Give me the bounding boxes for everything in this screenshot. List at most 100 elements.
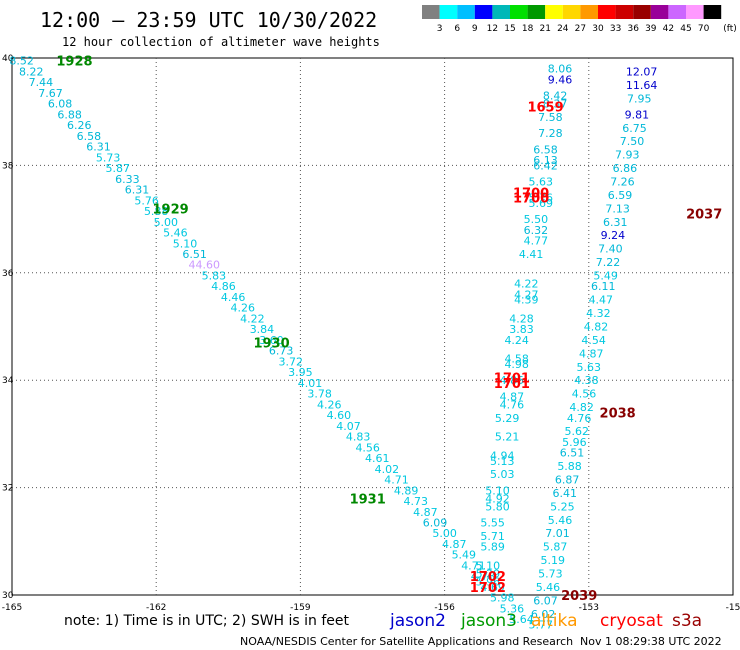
colorbar-swatch [703,5,722,19]
colorbar-label: 30 [592,24,604,34]
wave-height-value: 7.40 [598,243,623,256]
colorbar-swatch [492,5,510,19]
wave-height-value: 9.46 [548,73,573,86]
colorbar-swatch [668,5,686,19]
colorbar-label: 27 [575,24,586,34]
x-tick-label: -165 [2,603,22,613]
wave-height-value: 5.25 [550,500,575,513]
wave-height-value: 6.33 [115,173,140,186]
wave-height-value: 4.32 [586,307,611,320]
time-label: 1700 [513,186,549,201]
wave-height-value: 6.02 [531,608,556,621]
wave-height-value: 5.50 [524,213,549,226]
colorbar-swatch [439,5,458,19]
wave-height-value: 4.76 [500,398,525,411]
colorbar-swatch [686,5,704,19]
wave-height-value: 6.26 [67,119,92,132]
colorbar-label: 21 [539,24,550,34]
footnote: note: 1) Time is in UTC; 2) SWH is in fe… [64,613,350,629]
wave-height-value: 7.95 [627,92,652,105]
wave-height-value: 4.92 [485,492,510,505]
wave-height-value: 5.46 [163,227,188,240]
grid-lines [12,58,733,595]
wave-height-value: 7.44 [29,76,54,89]
legend-altika: altika [531,611,578,631]
wave-height-value: 5.76 [134,194,159,207]
wave-height-value: 5.87 [105,162,130,175]
y-tick-label: 30 [2,591,14,601]
time-label: 1701 [494,377,530,392]
colorbar-label: 3 [437,24,443,34]
wave-height-value: 12.07 [626,65,658,78]
wave-height-value: 6.75 [622,122,647,135]
wave-height-value: 5.00 [154,216,179,229]
legend-cryosat: cryosat [600,611,663,631]
wave-height-value: 8.06 [548,63,573,76]
colorbar-unit: (ft) [723,24,737,34]
wave-height-value: 5.29 [476,568,501,581]
wave-height-value: 4.98 [504,358,529,371]
time-label: 1659 [527,100,563,115]
y-tick-label: 36 [2,269,14,279]
colorbar-swatch [457,5,475,19]
wave-height-value: 8.52 [9,55,34,68]
wave-height-value: 4.77 [524,235,549,248]
wave-height-value: 7.01 [545,527,570,540]
colorbar-label: 70 [698,24,710,34]
colorbar-label: 33 [610,24,621,34]
wave-height-value: 7.22 [596,256,621,269]
legend: jason2 jason3 altika cryosat s3a [389,611,702,631]
time-label: 1701 [494,372,530,387]
y-tick-label: 32 [2,484,13,494]
wave-height-value: 4.76 [567,412,592,425]
colorbar-label: 39 [645,24,657,34]
wave-height-value: 4.22 [514,278,539,291]
wave-height-value: 4.61 [365,452,390,465]
wave-height-value: 6.58 [77,130,102,143]
wave-height-value: 4.86 [211,280,236,293]
x-tick-label: -153 [579,603,599,613]
x-tick-label: -15 [726,603,740,613]
wave-height-value: 4.82 [584,321,609,334]
wave-height-value: 6.07 [533,594,558,607]
wave-height-value: 5.46 [548,514,573,527]
wave-height-value: 6.42 [533,159,558,172]
wave-height-value: 5.62 [565,425,590,438]
wave-height-value: 5.69 [528,197,553,210]
data-points: 8.528.227.447.676.086.886.266.586.315.73… [9,55,657,632]
time-label: 1702 [470,581,506,596]
colorbar-label: 42 [663,24,674,34]
wave-height-value: 7.58 [538,111,563,124]
wave-height-value: 5.13 [490,455,515,468]
wave-height-value: 4.56 [572,388,597,401]
wave-height-value: 7.26 [610,176,635,189]
wave-height-value: 4.83 [346,431,371,444]
wave-height-value: 5.49 [452,549,477,562]
colorbar-swatch [545,5,563,19]
wave-height-value: 5.77 [528,619,553,632]
wave-height-value: 4.71 [461,559,486,572]
wave-height-value: 6.88 [57,108,82,121]
wave-height-value: 5.29 [495,412,520,425]
wave-height-value: 4.85 [500,374,525,387]
wave-height-value: 4.28 [509,312,534,325]
wave-height-value: 6.31 [603,216,628,229]
wave-height-value: 5.10 [173,237,198,250]
wave-height-value: 9.24 [601,229,626,242]
wave-height-value: 4.82 [569,401,594,414]
wave-height-value: 4.56 [355,441,380,454]
wave-height-value: 4.94 [490,449,515,462]
colorbar-swatch [650,5,669,19]
wave-height-value: 6.41 [553,487,578,500]
wave-height-value: 3.60 [259,334,284,347]
wave-height-value: 6.86 [613,162,638,175]
wave-height-value: 7.67 [38,87,63,100]
wave-height-value: 5.63 [528,176,553,189]
wave-height-value: 5.73 [538,568,563,581]
wave-height-value: 4.73 [471,570,496,583]
time-label: 1930 [253,337,289,352]
wave-height-value: 5.98 [490,592,515,605]
wave-height-value: 6.11 [591,280,616,293]
y-tick-label: 34 [2,376,14,386]
y-tick-label: 38 [2,161,14,171]
